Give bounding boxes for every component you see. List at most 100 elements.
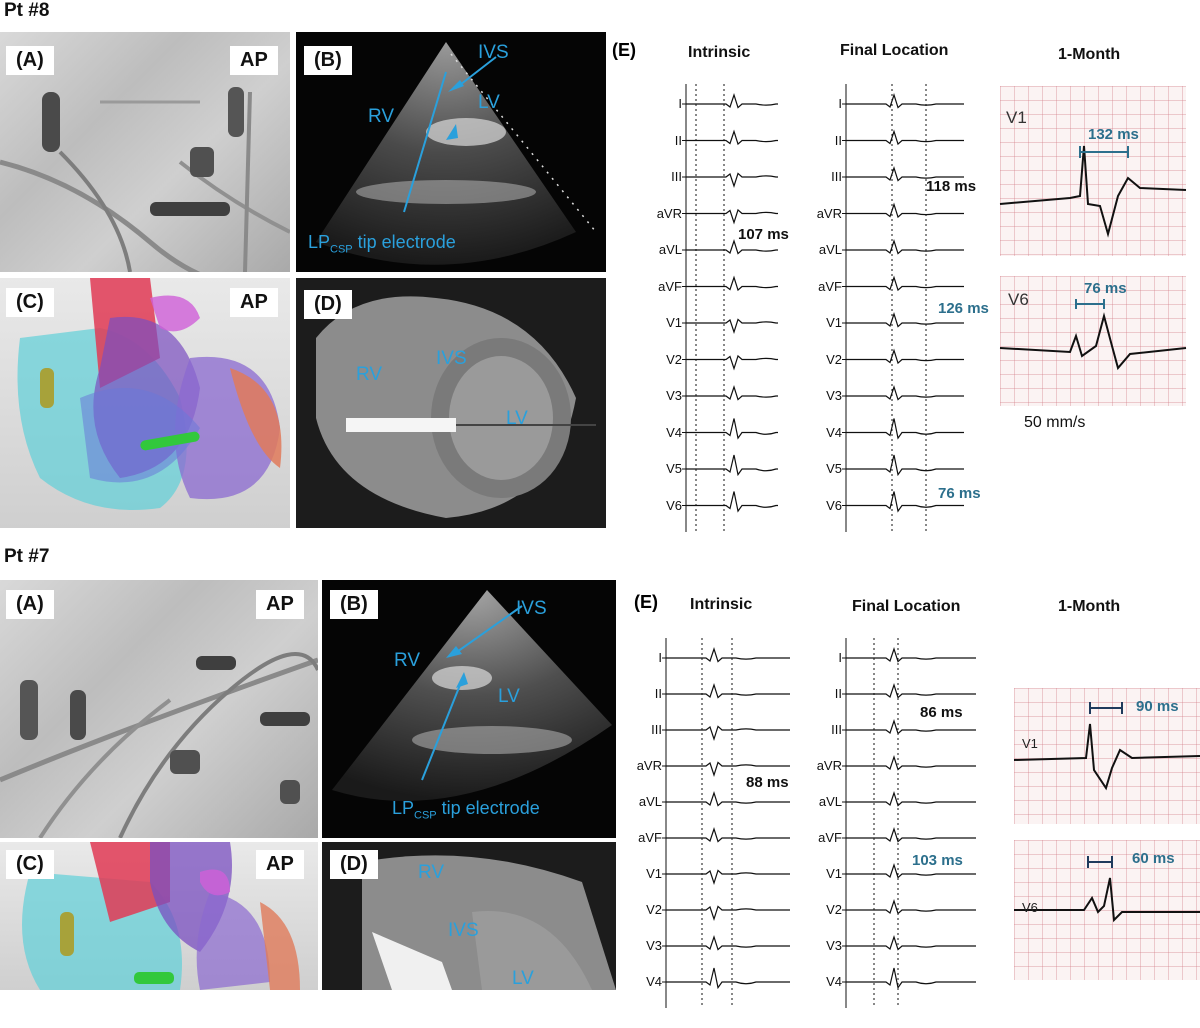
month-strip-v6-trace xyxy=(999,299,1187,371)
ecg-title-month: 1-Month xyxy=(1058,46,1121,63)
ct-drawing xyxy=(316,296,596,518)
ecg-trace-intrinsic-V1 xyxy=(666,869,790,885)
lead-label-final-aVR: aVR xyxy=(816,758,842,773)
ecg-trace-final-aVF xyxy=(846,827,976,843)
ecg-trace-intrinsic-aVL xyxy=(666,791,790,807)
lead-label-final-aVL: aVL xyxy=(818,794,842,809)
ecg-trace-intrinsic-aVF xyxy=(666,827,790,843)
ecg-trace-intrinsic-V4 xyxy=(666,967,790,990)
final-qrs-duration: 86 ms xyxy=(920,704,963,721)
final-v6-duration: 76 ms xyxy=(938,485,981,502)
echo-lv-label: LV xyxy=(478,92,500,113)
ecg-column-intrinsic xyxy=(682,84,778,532)
lead-label-final-V4: V4 xyxy=(826,424,842,440)
lead-label-final-V2: V2 xyxy=(826,902,842,917)
ecg-trace-final-V3 xyxy=(846,935,976,951)
ecg-trace-final-aVR xyxy=(846,202,964,219)
echo-tip-electrode-label: LPCSP tip electrode xyxy=(308,232,456,256)
paper-speed-label: 50 mm/s xyxy=(1024,414,1086,431)
month-v6-lead-label: V6 xyxy=(1022,900,1038,915)
panel-label-a: (A) xyxy=(6,590,54,619)
panel-label-a: (A) xyxy=(6,46,54,75)
ecg-trace-intrinsic-V2 xyxy=(686,354,778,371)
month-strip-v1-bottom: V1 90 ms xyxy=(1013,688,1200,824)
ecg-trace-final-V2 xyxy=(846,348,964,365)
lead-label-intrinsic-aVF: aVF xyxy=(658,278,682,294)
ecg-trace-intrinsic-V4 xyxy=(686,418,778,440)
ecg-trace-final-III xyxy=(846,166,964,182)
panel-label-d: (D) xyxy=(330,850,378,879)
ecg-trace-final-V1 xyxy=(846,312,964,328)
month-v1-lead-label: V1 xyxy=(1022,736,1038,751)
lead-label-final-aVL: aVL xyxy=(818,242,842,257)
ecg-trace-intrinsic-II xyxy=(666,683,790,699)
ecg-trace-final-I xyxy=(846,93,964,109)
fluoroscopy-image-top: (A) AP xyxy=(0,32,290,272)
lead-label-final-V6: V6 xyxy=(826,497,842,513)
ecg-trace-final-V6 xyxy=(846,491,964,513)
final-qrs-duration: 118 ms xyxy=(926,178,977,195)
fluoroscopy-image-bottom: (A) AP xyxy=(0,580,318,838)
echo-rv-label: RV xyxy=(368,106,395,127)
heart-model-top: (C) AP xyxy=(0,278,290,528)
lead-label-intrinsic-aVR: aVR xyxy=(636,758,662,773)
ecg-trace-final-V4 xyxy=(846,967,976,990)
ecg-trace-intrinsic-III xyxy=(686,172,778,188)
heart-model-drawing xyxy=(17,278,282,510)
ecg-title-final: Final Location xyxy=(840,42,949,59)
ecg-trace-final-aVL xyxy=(846,239,964,255)
echo-rv-label: RV xyxy=(394,650,421,671)
ct-ivs-label: IVS xyxy=(448,920,479,941)
lead-label-final-III: III xyxy=(831,169,842,184)
ecg-trace-intrinsic-V2 xyxy=(666,905,790,921)
ecg-trace-final-II xyxy=(846,129,964,146)
lead-label-final-II: II xyxy=(834,686,842,701)
ecg-trace-final-V5 xyxy=(846,454,964,477)
ecg-trace-final-aVL xyxy=(846,791,976,807)
patient-label-bottom: Pt #7 xyxy=(4,546,50,567)
month-v6-lead-label: V6 xyxy=(1008,290,1029,309)
lead-label-intrinsic-V6: V6 xyxy=(666,497,682,513)
fluoroscopy-drawing xyxy=(0,652,318,838)
ecg-trace-intrinsic-I xyxy=(666,647,790,663)
ct-image-top: (D) RV IVS LV xyxy=(296,278,606,528)
ct-lv-label: LV xyxy=(512,968,534,989)
lead-label-intrinsic-V1: V1 xyxy=(666,315,682,330)
lead-label-final-aVF: aVF xyxy=(818,830,842,845)
ecg-trace-final-V4 xyxy=(846,418,964,440)
ecg-title-intrinsic: Intrinsic xyxy=(690,596,753,613)
ecg-trace-intrinsic-aVL xyxy=(686,239,778,255)
lead-label-intrinsic-aVL: aVL xyxy=(658,242,682,257)
month-strip-v1-top: V1 132 ms xyxy=(999,86,1187,256)
ecg-trace-intrinsic-aVR xyxy=(686,208,778,225)
final-v1-duration: 103 ms xyxy=(912,852,963,869)
month-strip-v6-trace xyxy=(1014,856,1200,923)
echo-tip-electrode-label: LPCSP tip electrode xyxy=(392,798,540,822)
lead-label-intrinsic-II: II xyxy=(654,686,662,701)
ecg-trace-final-aVR xyxy=(846,755,976,771)
ecg-trace-intrinsic-V3 xyxy=(686,385,778,401)
intrinsic-qrs-duration: 88 ms xyxy=(746,774,789,791)
ecg-column-final xyxy=(842,638,976,1008)
lead-label-intrinsic-aVF: aVF xyxy=(638,830,662,845)
lead-label-final-III: III xyxy=(831,722,842,737)
panel-label-c: (C) xyxy=(6,288,54,317)
month-v1-duration: 132 ms xyxy=(1088,126,1139,143)
lead-label-final-aVR: aVR xyxy=(816,205,842,221)
lead-label-intrinsic-II: II xyxy=(674,132,682,148)
month-v1-duration: 90 ms xyxy=(1136,698,1179,715)
lead-label-intrinsic-V2: V2 xyxy=(646,902,662,917)
echo-sector xyxy=(332,590,612,802)
ecg-trace-intrinsic-V6 xyxy=(686,491,778,513)
lead-label-final-V1: V1 xyxy=(826,866,842,881)
final-v1-duration: 126 ms xyxy=(938,300,989,317)
ecg-title-month: 1-Month xyxy=(1058,598,1121,615)
heart-model-drawing xyxy=(22,842,300,990)
lead-label-final-V1: V1 xyxy=(826,315,842,330)
lead-label-intrinsic-I: I xyxy=(658,650,662,665)
lead-label-intrinsic-V3: V3 xyxy=(646,938,662,953)
echo-sector xyxy=(316,42,597,265)
lead-label-intrinsic-V5: V5 xyxy=(666,461,682,476)
lead-label-intrinsic-V2: V2 xyxy=(666,351,682,367)
ecg-trace-final-III xyxy=(846,719,976,735)
